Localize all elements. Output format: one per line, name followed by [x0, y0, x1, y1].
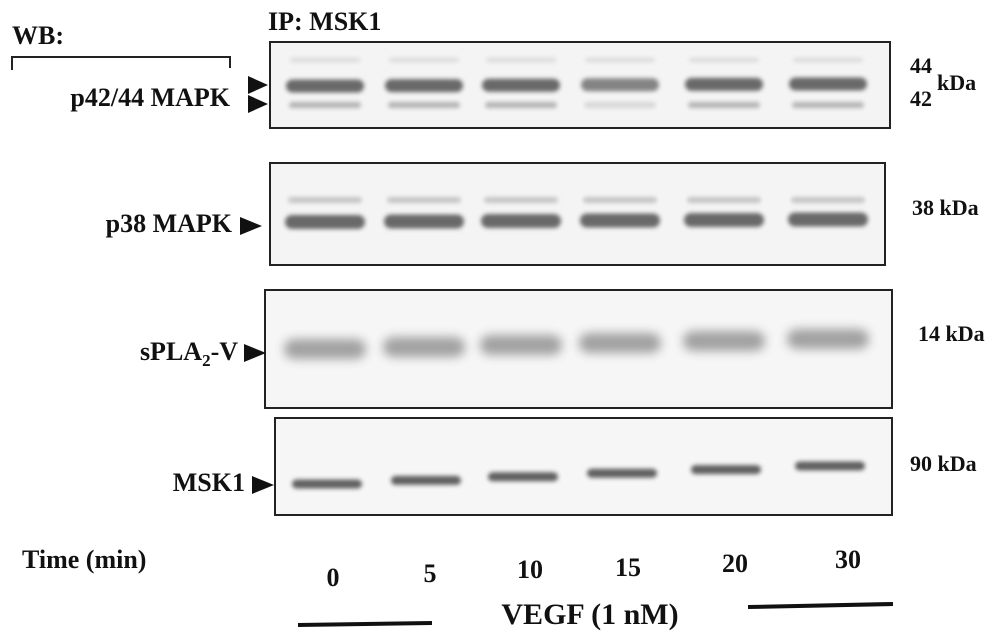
band — [688, 102, 760, 108]
ip-label: IP: MSK1 — [268, 7, 381, 36]
band — [486, 57, 556, 63]
arrow — [244, 344, 266, 362]
band — [788, 212, 868, 227]
marker: 42 — [910, 86, 932, 111]
band — [383, 337, 465, 357]
band — [795, 461, 865, 471]
band — [792, 102, 864, 108]
band — [485, 102, 557, 108]
arrow — [240, 217, 262, 235]
band — [684, 213, 764, 227]
marker-unit: kDa — [937, 70, 976, 95]
time-label: Time (min) — [22, 545, 146, 574]
panel — [264, 289, 893, 409]
treatment-line — [747, 602, 894, 609]
lane-label: 15 — [615, 553, 641, 582]
panel-label: sPLA2-V — [140, 337, 238, 370]
band — [484, 197, 558, 203]
blot-panels — [264, 41, 893, 516]
panel-label: MSK1 — [173, 468, 245, 497]
band — [385, 79, 463, 93]
bracket — [11, 56, 231, 70]
label-part: -V — [211, 337, 239, 366]
band — [691, 465, 761, 475]
band — [482, 78, 560, 92]
panel — [269, 162, 886, 266]
lane-label: 0 — [327, 563, 340, 592]
lane-label: 5 — [424, 559, 437, 588]
lane-label: 30 — [835, 545, 861, 574]
band — [288, 197, 362, 203]
band — [480, 335, 562, 355]
band — [284, 339, 366, 359]
band — [289, 102, 361, 108]
band — [687, 197, 761, 203]
band — [286, 79, 364, 93]
panel — [274, 417, 893, 516]
band — [580, 213, 660, 228]
arrow — [248, 76, 268, 113]
band — [791, 197, 865, 203]
label-sub: 2 — [202, 351, 211, 370]
lane-labels: 0 5 10 15 20 30 — [327, 545, 862, 592]
band — [292, 479, 362, 489]
bands — [284, 57, 869, 489]
band — [683, 331, 765, 351]
arrow — [252, 476, 274, 494]
band — [587, 468, 657, 478]
band — [387, 197, 461, 203]
band — [689, 57, 759, 63]
band — [388, 102, 460, 108]
lane-label: 20 — [722, 549, 748, 578]
marker: 90 kDa — [910, 451, 977, 476]
panel — [269, 41, 891, 129]
marker: 14 kDa — [918, 321, 985, 346]
band — [793, 57, 863, 63]
band — [787, 329, 869, 349]
label-part: sPLA — [140, 337, 202, 366]
marker: 38 kDa — [912, 195, 979, 220]
panel-label: p42/44 MAPK — [70, 83, 230, 112]
band — [685, 77, 763, 91]
band — [389, 57, 459, 63]
band — [290, 57, 360, 63]
lane-label: 10 — [517, 555, 543, 584]
treatment-line — [297, 621, 433, 627]
band — [391, 475, 461, 485]
band — [488, 472, 558, 482]
wb-label: WB: — [12, 21, 64, 50]
treatment-label: VEGF (1 nM) — [501, 598, 678, 631]
band — [384, 214, 464, 229]
panel-label: p38 MAPK — [106, 209, 233, 238]
band — [481, 214, 561, 228]
band — [285, 215, 365, 229]
band — [789, 77, 867, 91]
band — [584, 102, 656, 108]
band — [579, 333, 661, 353]
band — [585, 57, 655, 63]
band — [581, 78, 659, 92]
marker: 44 — [910, 53, 932, 78]
band — [583, 197, 657, 203]
